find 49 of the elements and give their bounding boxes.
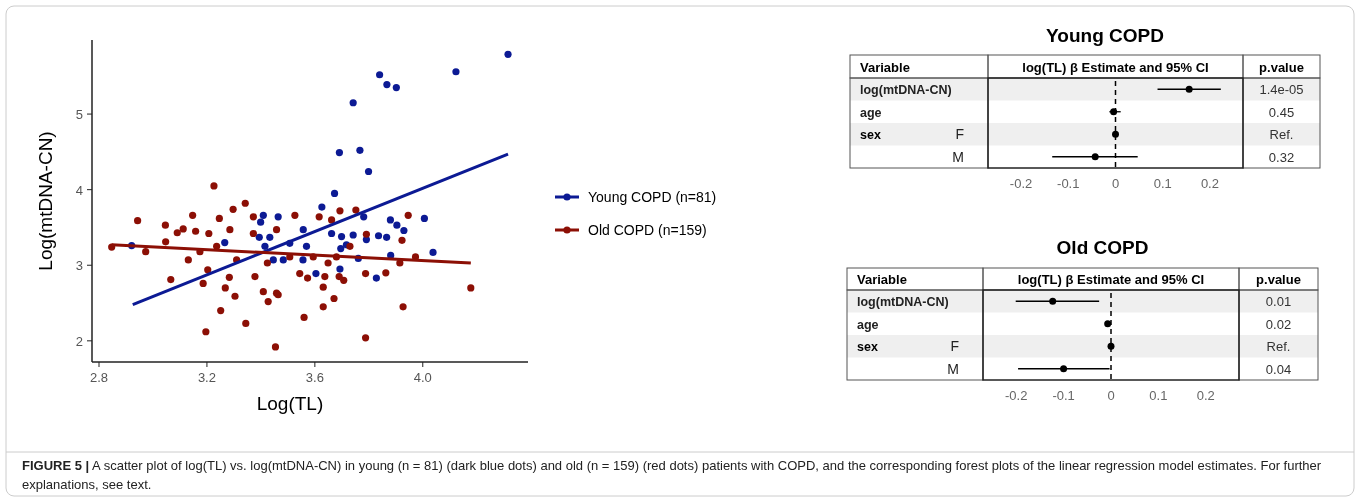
x-tick-label: -0.1 (1057, 176, 1080, 191)
x-tick-label: -0.2 (1009, 176, 1033, 191)
text: 0.01 (1265, 294, 1292, 310)
chart-title: Old COPD (1056, 237, 1149, 258)
y-tick-label: M (952, 148, 964, 165)
y-axis-title: Log(mtDNA-CN) (35, 131, 56, 271)
x-tick-label: -0.1 (1052, 388, 1075, 403)
chart-title: Young COPD (1046, 25, 1164, 46)
x-axis-title: log(TL) β Estimate and 95% CI (1017, 272, 1205, 287)
x-axis-title: Log(TL) (256, 393, 324, 414)
y-tick-label: M (947, 360, 959, 377)
x-tick-label: 0 (1111, 176, 1120, 191)
text: 0.04 (1265, 361, 1292, 377)
x-tick-label: -0.2 (1004, 388, 1028, 403)
x-tick-label: 0 (1107, 388, 1115, 403)
legend-label: Old COPD (n=159) (588, 222, 707, 238)
y-tick-label: age (857, 317, 879, 332)
x-tick-label: 2.8 (89, 370, 109, 385)
x-tick-label: 3.6 (305, 370, 324, 385)
text: 0.02 (1265, 316, 1292, 332)
text: sex (857, 340, 878, 355)
caption: FIGURE 5 | A scatter plot of log(TL) vs. log(mtDNA-CN) in young (n = 81) (dark blue dots) and old (n = 159) (red dots) patients with COPD, and the corresponding forest plots of the linear regression model estimates. For further explanations, see text. (22, 458, 1322, 492)
text: sex (860, 128, 881, 143)
x-tick-label: 0.2 (1200, 176, 1219, 191)
x-tick-label: 0.1 (1149, 388, 1168, 403)
legend-label: Young COPD (n=81) (588, 189, 717, 205)
text: p.value (1259, 59, 1304, 75)
text: p.value (1256, 272, 1301, 287)
x-tick-label: 4.0 (413, 370, 432, 385)
y-tick-label: age (860, 105, 882, 120)
text: 1.4e-05 (1259, 82, 1304, 98)
y-tick-label: F (955, 126, 964, 143)
text: Ref. (1269, 127, 1294, 143)
x-tick-label: 0.2 (1196, 388, 1215, 403)
y-tick-label: F (950, 338, 959, 355)
text: Variable (857, 272, 907, 287)
y-tick-label: log(mtDNA-CN) (857, 295, 949, 310)
y-tick-label: log(mtDNA-CN) (860, 83, 952, 98)
text: Variable (860, 59, 910, 75)
x-axis-title: log(TL) β Estimate and 95% CI (1022, 59, 1209, 75)
y-tick-label: 2 (75, 333, 83, 349)
y-tick-label: 5 (75, 107, 83, 123)
x-tick-label: 0.1 (1153, 176, 1172, 191)
x-tick-label: 3.2 (197, 370, 216, 385)
y-tick-label: 4 (75, 182, 83, 198)
text: Ref. (1266, 339, 1291, 355)
text: 0.45 (1268, 104, 1295, 120)
text: 0.32 (1268, 149, 1295, 165)
y-tick-label: 3 (75, 258, 83, 274)
